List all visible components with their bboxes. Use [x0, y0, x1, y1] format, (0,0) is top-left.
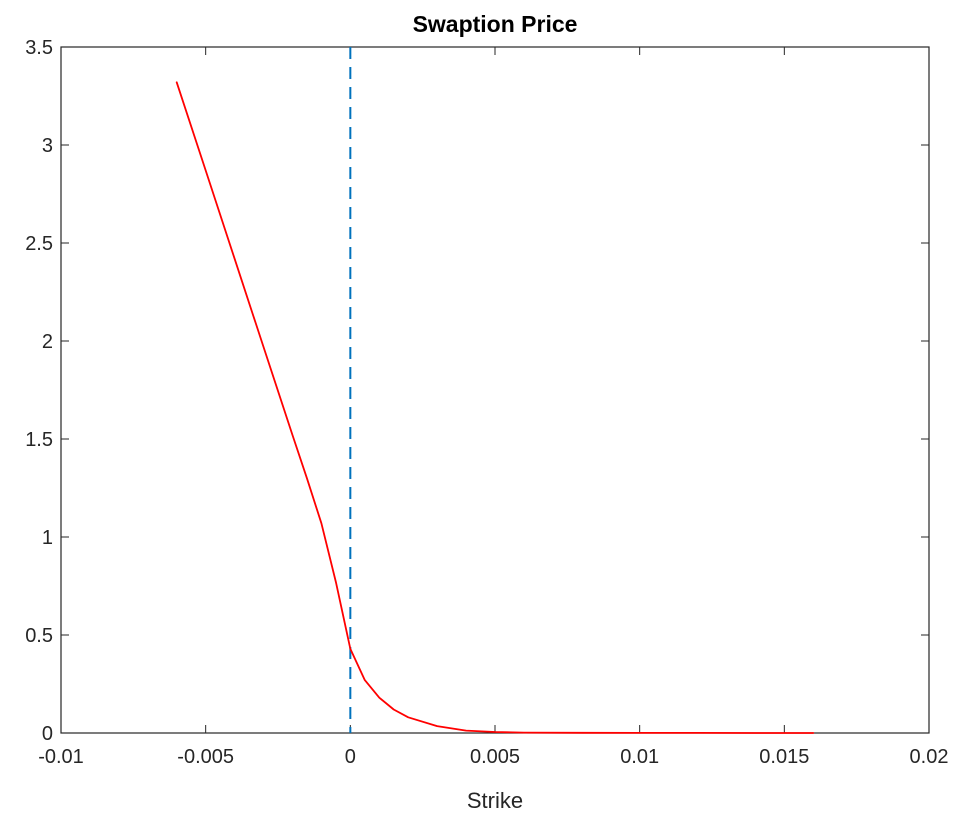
y-tick-label: 1.5 [25, 429, 53, 451]
y-tick-label: 2 [42, 331, 53, 353]
y-tick-label: 0 [42, 723, 53, 745]
y-tick-label: 3.5 [25, 37, 53, 59]
x-tick-label: -0.01 [38, 746, 84, 768]
x-tick-label: 0 [345, 746, 356, 768]
plot-area: -0.01 -0.005 0 0.005 0.01 0.015 0.02 0 0.5 1 1.5 2 2… [25, 37, 948, 768]
axes-box [60, 46, 930, 734]
x-tick-label: 0.01 [620, 746, 659, 768]
y-tick-label: 3 [42, 135, 53, 157]
swaption-price-line [175, 81, 815, 734]
x-axis-label: Strike [467, 788, 523, 813]
x-tick-label: 0.015 [759, 746, 809, 768]
x-tick-label: 0.02 [910, 746, 949, 768]
chart-title: Swaption Price [413, 11, 578, 37]
y-tick-label: 2.5 [25, 233, 53, 255]
y-tick-label: 1 [42, 527, 53, 549]
x-tick-label: 0.005 [470, 746, 520, 768]
y-tick-label: 0.5 [25, 625, 53, 647]
x-tick-label: -0.005 [177, 746, 234, 768]
